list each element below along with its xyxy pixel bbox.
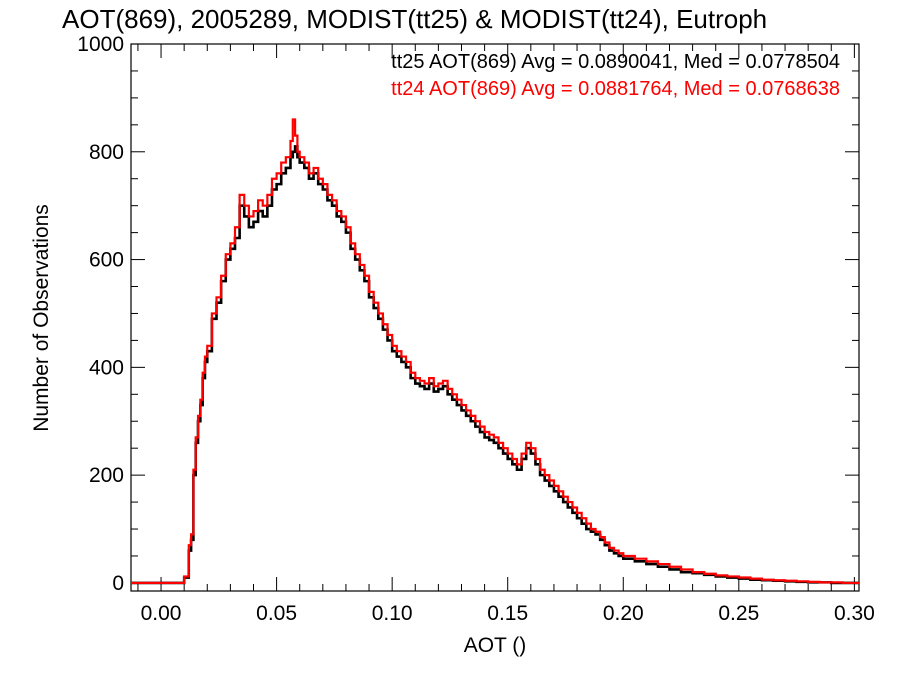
series-group [131, 118, 859, 585]
legend: tt25 AOT(869) Avg = 0.0890041, Med = 0.0… [391, 51, 840, 100]
x-tick-labels: 0.00 0.05 0.10 0.15 0.20 0.25 0.30 [141, 602, 875, 625]
y-axis-label: Number of Observations [30, 204, 53, 432]
x-tick-label: 0.15 [487, 602, 528, 625]
x-tick-label: 0.05 [256, 602, 297, 625]
y-tick-labels: 0 200 400 600 800 1000 [77, 33, 124, 595]
x-tick-label: 0.25 [718, 602, 759, 625]
series-line-tt25 [131, 145, 859, 585]
legend-entry-tt25: tt25 AOT(869) Avg = 0.0890041, Med = 0.0… [391, 51, 840, 73]
y-tick-label: 1000 [77, 33, 124, 56]
y-tick-label: 200 [89, 464, 124, 487]
y-tick-label: 800 [89, 141, 124, 164]
x-tick-label: 0.30 [834, 602, 875, 625]
x-axis-label: AOT () [464, 634, 527, 657]
chart-title: AOT(869), 2005289, MODIST(tt25) & MODIST… [62, 4, 767, 34]
series-line-tt24 [131, 118, 859, 585]
legend-entry-tt24: tt24 AOT(869) Avg = 0.0881764, Med = 0.0… [391, 78, 840, 100]
x-tick-label: 0.10 [372, 602, 413, 625]
y-tick-label: 0 [112, 572, 124, 595]
axis-ticks [131, 43, 859, 591]
y-tick-label: 400 [89, 356, 124, 379]
x-tick-label: 0.00 [141, 602, 182, 625]
y-tick-label: 600 [89, 249, 124, 272]
x-tick-label: 0.20 [603, 602, 644, 625]
plot-frame [130, 43, 860, 592]
